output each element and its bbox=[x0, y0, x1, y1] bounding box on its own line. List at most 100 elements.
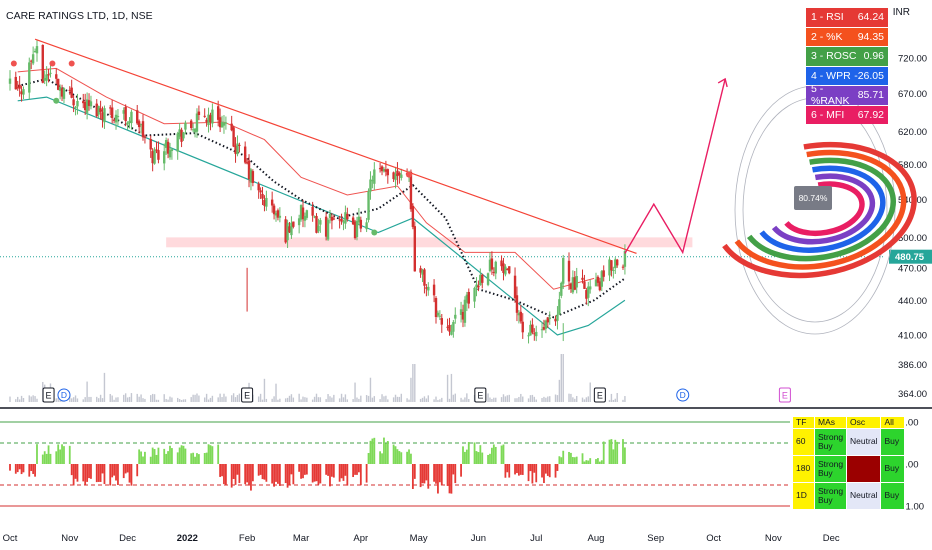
volume-bar bbox=[288, 395, 291, 402]
candle-body bbox=[419, 268, 422, 273]
candle-body bbox=[74, 106, 77, 108]
candle-body bbox=[506, 268, 509, 270]
current-price-tag bbox=[889, 249, 932, 264]
osc-bar bbox=[16, 464, 19, 473]
candle-body bbox=[232, 127, 235, 147]
volume-bar bbox=[57, 397, 59, 402]
candle-body bbox=[338, 219, 341, 221]
candle-body bbox=[434, 298, 438, 318]
candle-body bbox=[191, 129, 195, 131]
volume-bar bbox=[265, 398, 268, 402]
axis-tick-label: 580.00 bbox=[898, 160, 927, 171]
osc-bar bbox=[234, 464, 237, 485]
volume-bar bbox=[533, 396, 536, 402]
legend-label: 2 - %K bbox=[811, 30, 843, 43]
volume-bar bbox=[560, 354, 563, 402]
dividend-icon bbox=[676, 388, 690, 402]
osc-bar bbox=[358, 464, 360, 473]
osc-bar bbox=[585, 460, 588, 464]
osc-bar bbox=[140, 451, 142, 464]
volume-bar bbox=[157, 399, 160, 402]
osc-bar bbox=[460, 464, 462, 477]
osc-axis: 1.00 0.00 −1.00 bbox=[900, 418, 924, 513]
table-cell-osc: Neutral bbox=[846, 481, 882, 510]
candle-body bbox=[346, 213, 349, 220]
osc-bar bbox=[546, 464, 549, 476]
candle-body bbox=[238, 144, 241, 146]
candle-body bbox=[116, 116, 120, 118]
candle-body bbox=[486, 273, 490, 285]
candle-body bbox=[567, 260, 571, 282]
candle-body bbox=[598, 281, 602, 291]
osc-bar bbox=[610, 439, 613, 464]
candle-body bbox=[475, 284, 478, 288]
candle-body bbox=[367, 191, 370, 220]
candle-body bbox=[151, 151, 154, 164]
osc-bar bbox=[589, 458, 592, 464]
volume-bar bbox=[275, 383, 277, 402]
osc-bar bbox=[70, 464, 73, 476]
earnings-letter: E bbox=[782, 391, 788, 401]
candle-body bbox=[369, 179, 372, 192]
volume-bar bbox=[286, 397, 289, 402]
candle-body bbox=[504, 266, 507, 275]
candle-body bbox=[299, 205, 303, 220]
volume-bar bbox=[400, 393, 403, 402]
volume-bar bbox=[90, 396, 92, 402]
axis-tick-label: May bbox=[410, 533, 428, 544]
volume-bar bbox=[130, 393, 133, 402]
osc-bar bbox=[305, 464, 308, 475]
candle-body bbox=[284, 219, 287, 243]
osc-bar bbox=[32, 464, 35, 474]
osc-bar bbox=[411, 464, 414, 489]
volume-bar bbox=[55, 398, 57, 402]
table-row: 180 Strong Buy Buy bbox=[792, 454, 906, 483]
candle-body bbox=[97, 106, 100, 115]
earnings-letter: E bbox=[477, 391, 483, 401]
volume-bar bbox=[504, 396, 507, 402]
candle-body bbox=[587, 286, 590, 298]
candle-body bbox=[438, 315, 442, 317]
osc-bar bbox=[124, 464, 127, 474]
candle-body bbox=[357, 216, 361, 223]
axis-tick-label: 470.00 bbox=[898, 263, 927, 274]
candle-body bbox=[542, 326, 546, 330]
osc-bar bbox=[400, 452, 403, 464]
table-header-cell: Osc bbox=[846, 416, 882, 429]
axis-tick-label: 670.00 bbox=[898, 89, 927, 100]
candle-body bbox=[70, 87, 73, 98]
volume-bar bbox=[163, 394, 165, 402]
osc-bar bbox=[236, 464, 239, 475]
table-header-row: TF MAs Osc All bbox=[792, 416, 906, 429]
candle-body bbox=[571, 277, 575, 293]
volume-bar bbox=[452, 394, 455, 402]
legend-value: 0.96 bbox=[863, 50, 884, 63]
candle-body bbox=[425, 287, 428, 289]
candle-body bbox=[220, 121, 224, 128]
volume-bar bbox=[124, 393, 127, 402]
candle-body bbox=[371, 180, 374, 182]
candle-body bbox=[378, 168, 382, 170]
candle-body bbox=[513, 275, 517, 299]
candle-body bbox=[490, 258, 494, 270]
candle-body bbox=[386, 169, 390, 176]
volume-bar bbox=[72, 397, 75, 402]
candle-body bbox=[245, 162, 249, 164]
table-cell-osc bbox=[846, 454, 882, 483]
candle-body bbox=[365, 222, 368, 230]
candle-body bbox=[55, 74, 58, 79]
candle-body bbox=[585, 290, 588, 299]
earnings-letter: E bbox=[244, 391, 250, 401]
osc-bar bbox=[45, 453, 48, 464]
osc-bar bbox=[217, 444, 220, 464]
candle-body bbox=[533, 333, 536, 335]
candle-body bbox=[373, 169, 376, 184]
candle-body bbox=[315, 215, 318, 233]
osc-bar bbox=[20, 464, 23, 475]
axis-tick-label: Dec bbox=[119, 533, 136, 544]
candle-body bbox=[130, 111, 133, 124]
candle-body bbox=[328, 213, 332, 218]
axis-tick-label: Nov bbox=[765, 533, 782, 544]
